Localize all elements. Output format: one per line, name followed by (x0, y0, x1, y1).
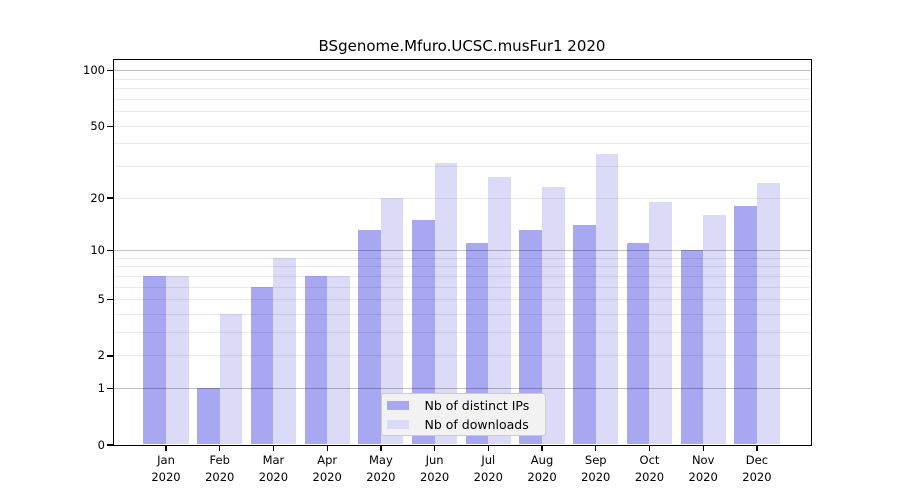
x-tick-mark (702, 445, 704, 451)
x-tick-mark (595, 445, 597, 451)
y-tick-label: 20 (90, 190, 105, 205)
minor-gridline (113, 78, 811, 80)
bar-distinct-ips-jun (412, 219, 435, 445)
minor-gridline (113, 286, 811, 288)
y-tick-mark (107, 125, 113, 127)
minor-gridline (113, 313, 811, 315)
x-tick-mark (165, 445, 167, 451)
y-tick-label: 2 (97, 348, 105, 363)
bar-distinct-ips-jan (143, 275, 166, 445)
legend-swatch (386, 400, 409, 410)
bar-distinct-ips-oct (626, 242, 650, 445)
chart-title: BSgenome.Mfuro.UCSC.musFur1 2020 (318, 37, 606, 55)
legend-swatch (386, 419, 409, 429)
bar-distinct-ips-nov (680, 250, 704, 445)
y-tick-label: 50 (90, 118, 105, 133)
y-tick-mark (107, 355, 113, 357)
bar-downloads-jun (434, 163, 458, 445)
x-tick-mark (487, 445, 489, 451)
x-tick-label-jan: Jan 2020 (151, 453, 181, 484)
bar-downloads-nov (703, 214, 726, 445)
y-tick-label: 10 (90, 243, 105, 258)
x-tick-label-apr: Apr 2020 (312, 453, 342, 484)
x-tick-label-may: May 2020 (366, 453, 396, 484)
bar-distinct-ips-dec (734, 205, 757, 445)
legend-label: Nb of distinct IPs (424, 397, 530, 413)
minor-gridline (113, 166, 811, 167)
bar-downloads-mar (273, 257, 297, 445)
y-tick-label: 0 (97, 437, 105, 452)
x-tick-label-feb: Feb 2020 (205, 453, 235, 484)
x-tick-mark (648, 445, 651, 451)
minor-gridline (113, 88, 811, 90)
x-tick-label-jul: Jul 2020 (473, 453, 503, 484)
y-tick-mark (107, 249, 113, 252)
bar-downloads-dec (756, 183, 780, 445)
major-gridline (113, 250, 811, 252)
legend: Nb of distinct IPs Nb of downloads (380, 393, 546, 436)
bar-distinct-ips-mar (250, 286, 274, 445)
legend-label: Nb of downloads (424, 416, 529, 432)
minor-gridline (113, 355, 811, 357)
x-tick-label-sep: Sep 2020 (581, 453, 611, 484)
minor-gridline (113, 111, 811, 113)
bar-downloads-feb (219, 313, 243, 445)
minor-gridline (113, 197, 811, 199)
bar-distinct-ips-apr (304, 275, 328, 445)
bar-distinct-ips-feb (197, 388, 220, 445)
minor-gridline (113, 257, 811, 259)
y-tick-label: 5 (97, 292, 105, 307)
y-tick-mark (107, 444, 113, 446)
y-tick-mark (107, 197, 113, 199)
minor-gridline (113, 275, 811, 277)
major-gridline (113, 70, 811, 72)
x-tick-mark (756, 445, 758, 451)
x-tick-mark (219, 445, 221, 451)
y-tick-label: 1 (97, 381, 105, 396)
bar-distinct-ips-may (358, 230, 381, 445)
y-tick-mark (107, 299, 113, 301)
bar-downloads-oct (649, 201, 673, 445)
legend-item: Nb of distinct IPs (382, 397, 545, 414)
x-tick-label-mar: Mar 2020 (258, 453, 289, 484)
bar-downloads-jul (488, 177, 511, 445)
bar-downloads-apr (327, 275, 350, 445)
x-tick-mark (272, 445, 275, 451)
bar-downloads-sep (595, 153, 619, 445)
x-axis-line (113, 444, 812, 446)
y-tick-label: 100 (83, 63, 105, 78)
y-tick-mark (107, 70, 113, 72)
minor-gridline (113, 125, 811, 127)
x-tick-mark (433, 445, 436, 451)
x-tick-mark (380, 445, 382, 451)
bar-distinct-ips-sep (573, 224, 596, 445)
bar-downloads-may (380, 197, 404, 445)
major-gridline (113, 388, 811, 390)
x-tick-label-jun: Jun 2020 (419, 453, 450, 484)
minor-gridline (113, 332, 811, 334)
minor-gridline (113, 143, 811, 145)
plot-border-right (810, 58, 812, 446)
x-tick-label-nov: Nov 2020 (688, 453, 718, 484)
x-tick-label-oct: Oct 2020 (634, 453, 665, 484)
x-tick-mark (326, 445, 328, 451)
x-tick-label-dec: Dec 2020 (742, 453, 772, 484)
plot-border-top (113, 58, 812, 60)
minor-gridline (113, 266, 811, 268)
x-tick-label-aug: Aug 2020 (527, 453, 557, 484)
minor-gridline (113, 299, 811, 301)
y-tick-mark (107, 388, 113, 390)
bar-distinct-ips-aug (519, 230, 543, 445)
legend-item: Nb of downloads (382, 416, 545, 433)
minor-gridline (113, 98, 811, 100)
x-tick-mark (541, 445, 543, 451)
bar-downloads-aug (542, 186, 565, 445)
plot-area (113, 59, 811, 445)
y-axis-line (113, 58, 115, 446)
bar-downloads-jan (166, 275, 189, 445)
